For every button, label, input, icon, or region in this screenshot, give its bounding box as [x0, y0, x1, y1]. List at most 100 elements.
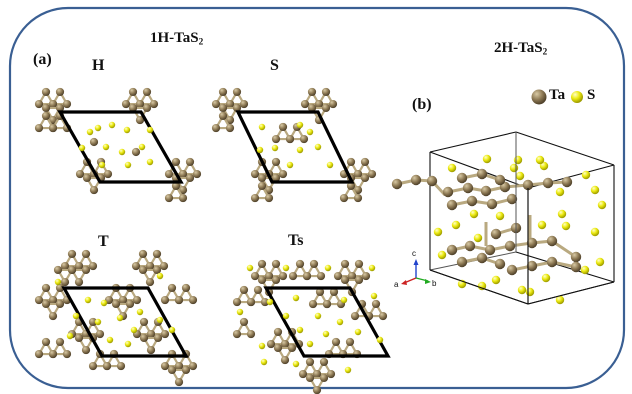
t-ta-atom [95, 329, 105, 339]
2h-ta-atom [446, 244, 458, 256]
t-ta-atom [48, 349, 58, 359]
2h-ta-atom [410, 174, 422, 186]
s-ta-atom [264, 185, 274, 195]
ts-s-atom [324, 264, 332, 272]
h-ta-atom [149, 99, 159, 109]
h-ta-atom [142, 103, 152, 113]
t-ta-atom [188, 295, 198, 305]
axis-label-b: b [432, 279, 437, 288]
t-bond-triangle [56, 268, 74, 284]
ts-ta-atom [329, 287, 339, 297]
s-ta-atom [232, 87, 242, 97]
ts-ta-atom [315, 287, 325, 297]
t-ta-atom [81, 265, 91, 275]
s-ta-atom [300, 99, 310, 109]
h-ta-atom [178, 185, 188, 195]
2h-s-atom [590, 185, 600, 195]
s-s-atom [296, 121, 304, 129]
2h-ta-atom [462, 182, 474, 194]
structure-panel-2h [391, 131, 615, 305]
ts-ta-atom [340, 275, 350, 285]
t-bond-triangle [44, 302, 62, 318]
h-s-atom [118, 148, 126, 156]
ts-ta-atom [298, 369, 308, 379]
s-ta-atom [299, 134, 309, 144]
ts-s-atom [306, 340, 314, 348]
ts-ta-atom [347, 271, 357, 281]
ts-s-atom [246, 264, 254, 272]
t-ta-atom [145, 261, 155, 271]
h-ta-atom [55, 87, 65, 97]
2h-ta-atom [480, 185, 492, 197]
2h-ta-atom [546, 256, 558, 268]
s-ta-atom [278, 169, 288, 179]
2h-s-atom [537, 220, 547, 230]
ts-bond-triangle [276, 346, 294, 362]
ts-ta-atom [260, 297, 270, 307]
t-ta-atom [118, 295, 128, 305]
ts-ta-atom [354, 275, 364, 285]
t-ta-atom [81, 249, 91, 259]
2h-s-atom [541, 273, 551, 283]
ts-ta-atom [278, 271, 288, 281]
2h-s-atom [469, 209, 479, 219]
h-ta-atom [121, 99, 131, 109]
2h-s-atom [555, 187, 565, 197]
s-bond-triangle [342, 184, 360, 200]
h-s-atom [98, 161, 106, 169]
ts-ta-atom [271, 275, 281, 285]
2h-s-atom [473, 233, 483, 243]
2h-ta-atom [504, 240, 516, 252]
t-bond-triangle [105, 352, 123, 368]
h-ta-atom [48, 115, 58, 125]
t-ta-atom [160, 329, 170, 339]
t-ta-atom [132, 295, 142, 305]
t-ta-atom [174, 361, 184, 371]
2h-s-atom [513, 155, 523, 165]
2h-ta-atom [446, 199, 458, 211]
axis-triad [401, 259, 431, 285]
t-bond-triangle [91, 352, 109, 368]
t-s-atom [72, 312, 80, 320]
ts-ta-atom [232, 297, 242, 307]
h-s-atom [86, 128, 94, 136]
t-ta-atom [88, 317, 98, 327]
s-ta-atom [353, 193, 363, 203]
h-ta-atom [164, 169, 174, 179]
h-ta-atom [135, 115, 145, 125]
s-ta-atom [353, 185, 363, 195]
2h-s-atom [447, 163, 457, 173]
2h-s-atom [495, 211, 505, 221]
panel-label-a: (a) [33, 51, 52, 68]
t-ta-atom [152, 249, 162, 259]
s-ta-atom [225, 99, 235, 109]
ts-bond-triangle [327, 340, 345, 356]
s-ta-atom [367, 169, 377, 179]
2h-s-atom [509, 163, 519, 173]
panel-label-b: (b) [412, 96, 432, 113]
s-ta-atom [271, 173, 281, 183]
ts-ta-atom [361, 271, 371, 281]
t-bond-triangle [141, 268, 159, 284]
ts-ta-atom [345, 337, 355, 347]
s-s-atom [326, 161, 334, 169]
s-ta-atom [346, 181, 356, 191]
legend-s-atom [571, 91, 583, 103]
t-s-atom [136, 308, 144, 316]
2h-ta-atom [486, 198, 498, 210]
ts-ta-atom [305, 373, 315, 383]
2h-s-atom [581, 170, 591, 180]
t-ta-atom [67, 265, 77, 275]
s-ta-atom [271, 134, 281, 144]
ts-ta-atom [319, 373, 329, 383]
s-bond-triangle [288, 125, 306, 141]
t-bond-triangle [177, 286, 195, 302]
2h-ta-atom [476, 252, 488, 264]
h-s-atom [146, 158, 154, 166]
ts-s-atom [258, 342, 266, 350]
t-ta-atom [55, 283, 65, 293]
s-ta-atom [321, 103, 331, 113]
ts-ta-atom [273, 327, 283, 337]
2h-s-atom [557, 209, 567, 219]
s-bond-triangle [253, 184, 271, 200]
